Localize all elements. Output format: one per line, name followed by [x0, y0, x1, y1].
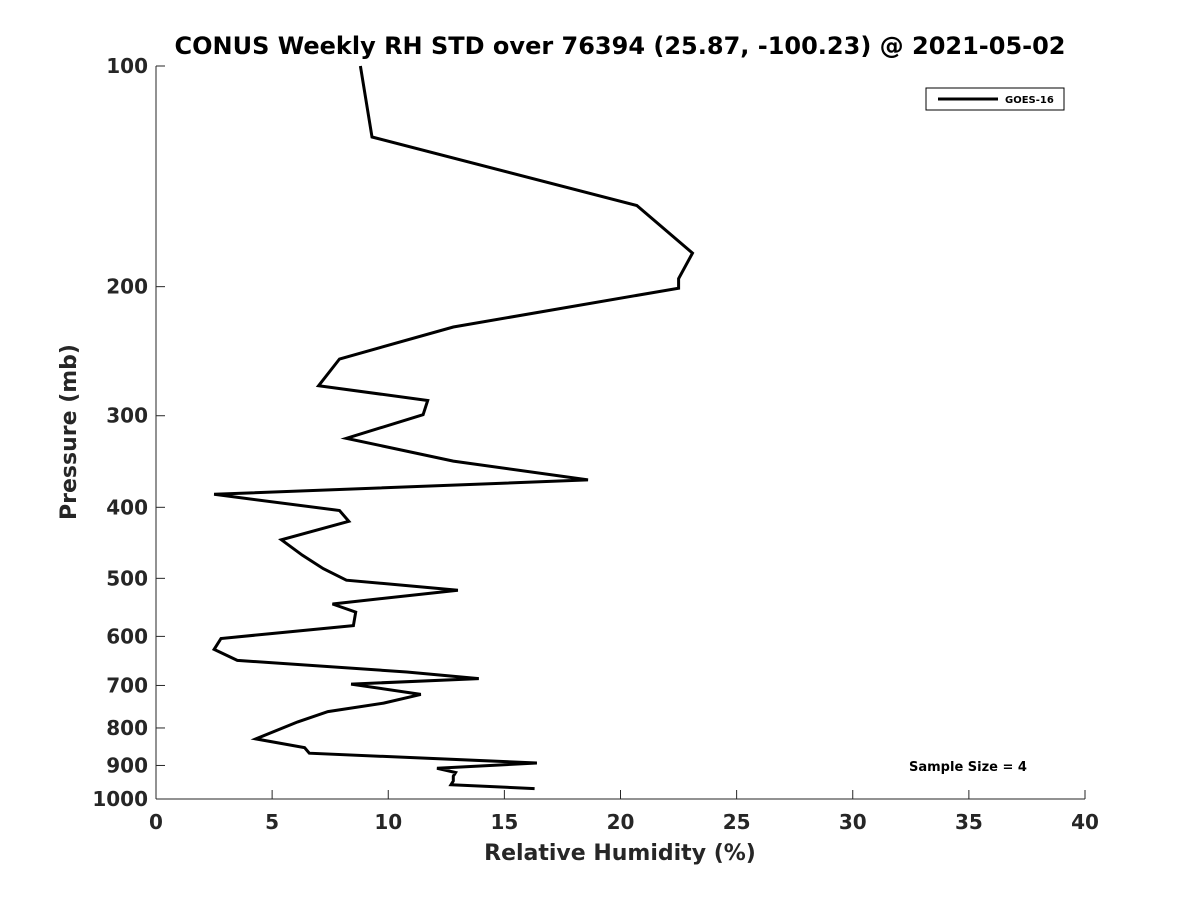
y-tick-label: 900	[106, 753, 148, 777]
x-tick-label: 15	[490, 810, 518, 834]
legend-label: GOES-16	[1005, 95, 1054, 106]
y-tick-label: 200	[106, 275, 148, 299]
sample-size-annotation: Sample Size = 4	[909, 760, 1027, 775]
x-axis: 0 5 10 15 20 25 30 35 40	[149, 790, 1099, 834]
x-tick-label: 40	[1071, 810, 1099, 834]
x-tick-label: 25	[723, 810, 751, 834]
x-tick-label: 10	[374, 810, 402, 834]
y-axis: 100 200 300 400 500 600 700 800 900 1000	[92, 54, 165, 811]
y-tick-label: 100	[106, 54, 148, 78]
y-tick-label: 800	[106, 716, 148, 740]
y-axis-label: Pressure (mb)	[57, 344, 82, 520]
y-tick-label: 400	[106, 495, 148, 519]
x-tick-label: 20	[607, 810, 635, 834]
y-tick-label: 1000	[92, 787, 148, 811]
x-tick-label: 5	[265, 810, 279, 834]
x-tick-label: 0	[149, 810, 163, 834]
x-axis-label: Relative Humidity (%)	[484, 841, 756, 866]
x-tick-label: 35	[955, 810, 983, 834]
y-tick-label: 300	[106, 404, 148, 428]
y-tick-label: 600	[106, 624, 148, 648]
series-layer	[211, 65, 695, 791]
y-tick-label: 500	[106, 566, 148, 590]
chart-title: CONUS Weekly RH STD over 76394 (25.87, -…	[174, 32, 1065, 60]
x-tick-label: 30	[839, 810, 867, 834]
legend: GOES-16	[925, 87, 1065, 111]
series-line-goes-16	[211, 65, 695, 791]
y-tick-label: 700	[106, 673, 148, 697]
plot-area	[155, 66, 1085, 800]
